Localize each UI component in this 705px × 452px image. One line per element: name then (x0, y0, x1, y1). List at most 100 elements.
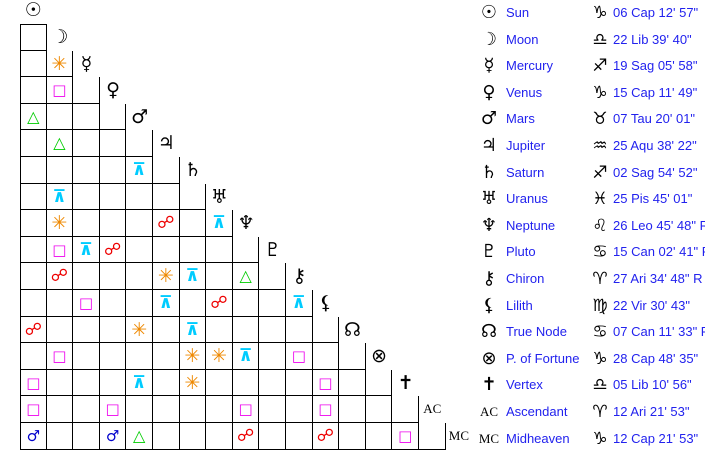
aspect-cell-venus-moon[interactable]: □ (46, 77, 74, 104)
aspect-cell-part-of-fortune-chiron[interactable]: □ (286, 343, 313, 370)
aspect-cell-part-of-fortune-pluto[interactable] (259, 343, 286, 370)
legend-row-midheaven[interactable]: MC Midheaven ♑ 12 Cap 21' 53" (476, 426, 705, 452)
aspect-cell-uranus-mercury[interactable] (73, 183, 100, 211)
legend-row-jupiter[interactable]: ♃ Jupiter ♒ 25 Aqu 38' 22" (476, 133, 705, 160)
aspect-cell-uranus-moon[interactable]: ⊼ (46, 183, 74, 211)
aspect-cell-lilith-neptune[interactable] (232, 290, 260, 317)
aspect-cell-part-of-fortune-mars[interactable] (126, 343, 153, 370)
aspect-cell-vertex-saturn[interactable]: ✳ (179, 369, 207, 397)
legend-row-ascendant[interactable]: AC Ascendant ♈ 12 Ari 21' 53" (476, 399, 705, 426)
aspect-cell-vertex-moon[interactable] (46, 369, 74, 397)
aspect-cell-uranus-mars[interactable] (126, 183, 153, 211)
legend-row-p-of-fortune[interactable]: ⊗ P. of Fortune ♑ 28 Cap 48' 35" (476, 346, 705, 373)
aspect-cell-ascendant-mercury[interactable] (73, 396, 100, 423)
legend-row-saturn[interactable]: ♄ Saturn ♐ 02 Sag 54' 52" (476, 160, 705, 187)
aspect-cell-neptune-sun[interactable] (20, 210, 47, 237)
aspect-cell-vertex-part-of-fortune[interactable] (365, 369, 393, 397)
aspect-cell-midheaven-saturn[interactable] (179, 423, 207, 450)
aspect-cell-true-node-neptune[interactable] (232, 316, 260, 344)
aspect-cell-ascendant-saturn[interactable] (179, 396, 207, 423)
aspect-cell-midheaven-venus[interactable]: ♂ (99, 423, 127, 450)
aspect-cell-chiron-uranus[interactable] (206, 263, 233, 290)
aspect-grid[interactable]: ☉ ☽ ☿ ♀ ♂ ♃ ♄ ♅ ♆ ♇ ⚷ ⚸ ☊ ⊗ ✝ AC MC ✳ □ △ △ ⊼ ⊼ ✳ ☍ ⊼ □ ⊼ ☍ ☍ ✳ ⊼ △ □ ⊼ ☍ ⊼ ☍… (0, 0, 470, 450)
aspect-cell-true-node-uranus[interactable] (206, 316, 233, 344)
aspect-cell-vertex-sun[interactable]: □ (20, 369, 47, 397)
aspect-cell-midheaven-vertex[interactable]: □ (392, 423, 419, 450)
aspect-cell-lilith-sun[interactable] (20, 290, 47, 317)
aspect-cell-neptune-mars[interactable] (126, 210, 153, 237)
aspect-cell-ascendant-moon[interactable] (46, 396, 74, 423)
aspect-cell-midheaven-mercury[interactable] (73, 423, 100, 450)
legend-row-uranus[interactable]: ♅ Uranus ♓ 25 Pis 45' 01" (476, 186, 705, 213)
aspect-cell-mars-sun[interactable]: △ (20, 103, 47, 131)
aspect-cell-lilith-mercury[interactable]: □ (73, 290, 100, 317)
aspect-cell-neptune-uranus[interactable]: ⊼ (206, 210, 233, 237)
aspect-cell-true-node-venus[interactable] (99, 316, 127, 344)
aspect-cell-ascendant-sun[interactable]: □ (20, 396, 47, 423)
aspect-cell-saturn-sun[interactable] (20, 157, 47, 184)
aspect-cell-jupiter-sun[interactable] (20, 130, 47, 157)
legend-row-sun[interactable]: ☉ Sun ♑ 06 Cap 12' 57" (476, 0, 705, 27)
aspect-cell-chiron-moon[interactable]: ☍ (46, 263, 74, 290)
aspect-cell-ascendant-uranus[interactable] (206, 396, 233, 423)
aspect-cell-mars-mercury[interactable] (73, 103, 100, 131)
aspect-cell-midheaven-mars[interactable]: △ (126, 423, 153, 450)
aspect-cell-mars-venus[interactable] (99, 103, 127, 131)
aspect-cell-midheaven-pluto[interactable] (259, 423, 286, 450)
aspect-cell-venus-mercury[interactable] (73, 77, 100, 104)
aspect-cell-ascendant-neptune[interactable]: □ (232, 396, 260, 423)
aspect-cell-true-node-chiron[interactable] (286, 316, 313, 344)
aspect-cell-neptune-mercury[interactable] (73, 210, 100, 237)
aspect-cell-midheaven-moon[interactable] (46, 423, 74, 450)
aspect-cell-true-node-saturn[interactable]: ⊼ (179, 316, 207, 344)
aspect-cell-uranus-sun[interactable] (20, 183, 47, 211)
aspect-cell-ascendant-venus[interactable]: □ (99, 396, 127, 423)
aspect-cell-part-of-fortune-neptune[interactable]: ⊼ (232, 343, 260, 370)
aspect-cell-true-node-moon[interactable] (46, 316, 74, 344)
aspect-cell-saturn-jupiter[interactable] (153, 157, 180, 184)
aspect-cell-part-of-fortune-true-node[interactable] (339, 343, 366, 370)
aspect-cell-pluto-mercury[interactable]: ⊼ (73, 236, 100, 264)
aspect-cell-midheaven-true-node[interactable] (339, 423, 366, 450)
legend-row-venus[interactable]: ♀ Venus ♑ 15 Cap 11' 49" (476, 80, 705, 107)
legend-row-vertex[interactable]: ✝ Vertex ♎ 05 Lib 10' 56" (476, 372, 705, 399)
aspect-cell-jupiter-mars[interactable] (126, 130, 153, 157)
aspect-cell-midheaven-chiron[interactable] (286, 423, 313, 450)
aspect-cell-midheaven-sun[interactable]: ♂ (20, 423, 47, 450)
aspect-cell-midheaven-lilith[interactable]: ☍ (312, 423, 340, 450)
aspect-cell-pluto-mars[interactable] (126, 236, 153, 264)
aspect-cell-lilith-mars[interactable] (126, 290, 153, 317)
aspect-cell-mars-moon[interactable] (46, 103, 74, 131)
legend-row-moon[interactable]: ☽ Moon ♎ 22 Lib 39' 40" (476, 27, 705, 54)
legend-row-lilith[interactable]: ⚸ Lilith ♍ 22 Vir 30' 43" (476, 293, 705, 320)
aspect-cell-jupiter-venus[interactable] (99, 130, 127, 157)
aspect-cell-part-of-fortune-mercury[interactable] (73, 343, 100, 370)
aspect-cell-part-of-fortune-moon[interactable]: □ (46, 343, 74, 370)
aspect-cell-midheaven-part-of-fortune[interactable] (365, 423, 393, 450)
aspect-cell-part-of-fortune-uranus[interactable]: ✳ (206, 343, 233, 370)
aspect-cell-part-of-fortune-jupiter[interactable] (153, 343, 180, 370)
aspect-cell-uranus-jupiter[interactable] (153, 183, 180, 211)
aspect-cell-midheaven-neptune[interactable]: ☍ (232, 423, 260, 450)
aspect-cell-mercury-sun[interactable] (20, 50, 47, 78)
aspect-cell-chiron-neptune[interactable]: △ (232, 263, 260, 290)
aspect-cell-midheaven-uranus[interactable] (206, 423, 233, 450)
aspect-cell-chiron-mars[interactable] (126, 263, 153, 290)
aspect-cell-vertex-jupiter[interactable] (153, 369, 180, 397)
aspect-cell-neptune-venus[interactable] (99, 210, 127, 237)
aspect-cell-saturn-venus[interactable] (99, 157, 127, 184)
aspect-cell-lilith-uranus[interactable]: ☍ (206, 290, 233, 317)
aspect-cell-midheaven-ascendant[interactable] (419, 423, 446, 450)
legend-row-chiron[interactable]: ⚷ Chiron ♈ 27 Ari 34' 48" R (476, 266, 705, 293)
aspect-cell-true-node-sun[interactable]: ☍ (20, 316, 47, 344)
aspect-cell-true-node-jupiter[interactable] (153, 316, 180, 344)
aspect-cell-chiron-venus[interactable] (99, 263, 127, 290)
aspect-cell-lilith-chiron[interactable]: ⊼ (286, 290, 313, 317)
aspect-cell-neptune-saturn[interactable] (179, 210, 207, 237)
aspect-cell-ascendant-pluto[interactable] (259, 396, 286, 423)
aspect-cell-pluto-neptune[interactable] (232, 236, 260, 264)
aspect-cell-chiron-saturn[interactable]: ⊼ (179, 263, 207, 290)
aspect-cell-pluto-sun[interactable] (20, 236, 47, 264)
aspect-cell-ascendant-chiron[interactable] (286, 396, 313, 423)
aspect-cell-part-of-fortune-sun[interactable] (20, 343, 47, 370)
